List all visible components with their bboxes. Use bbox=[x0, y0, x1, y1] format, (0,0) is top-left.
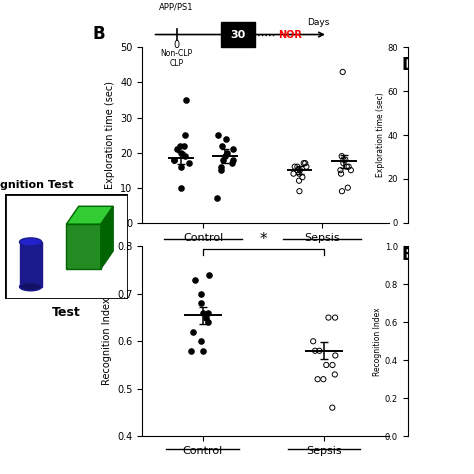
FancyBboxPatch shape bbox=[221, 22, 255, 47]
Point bbox=[310, 337, 317, 345]
Point bbox=[338, 187, 346, 195]
Point bbox=[331, 371, 338, 378]
Point bbox=[295, 170, 303, 177]
Polygon shape bbox=[101, 206, 113, 269]
Point bbox=[176, 142, 183, 149]
Y-axis label: Exploration time (sec): Exploration time (sec) bbox=[375, 93, 384, 177]
Point bbox=[331, 314, 339, 321]
Point bbox=[200, 309, 207, 317]
Text: C: C bbox=[93, 228, 105, 246]
Text: B: B bbox=[93, 25, 106, 43]
Point bbox=[200, 347, 207, 355]
Point bbox=[229, 146, 237, 153]
Point bbox=[187, 347, 194, 355]
Point bbox=[296, 187, 303, 195]
Point bbox=[316, 347, 323, 355]
Point bbox=[214, 194, 221, 202]
Point bbox=[328, 404, 336, 411]
Text: E: E bbox=[402, 246, 413, 264]
Point bbox=[337, 170, 345, 177]
Point bbox=[218, 142, 226, 149]
Text: 30: 30 bbox=[231, 29, 246, 39]
Text: *: * bbox=[260, 232, 267, 247]
Point bbox=[223, 149, 231, 156]
Point bbox=[173, 146, 181, 153]
Point bbox=[328, 361, 336, 369]
Point bbox=[228, 159, 236, 167]
Point bbox=[299, 173, 306, 181]
Ellipse shape bbox=[19, 238, 42, 246]
Text: gnition Test: gnition Test bbox=[0, 180, 73, 190]
Point bbox=[302, 163, 310, 171]
Text: Days: Days bbox=[308, 18, 330, 27]
Point bbox=[314, 375, 321, 383]
Point bbox=[189, 328, 197, 336]
Point bbox=[347, 166, 355, 174]
Point bbox=[293, 163, 301, 171]
Y-axis label: Recognition Index: Recognition Index bbox=[101, 298, 111, 385]
Point bbox=[300, 159, 308, 167]
Polygon shape bbox=[19, 242, 42, 287]
Point bbox=[202, 314, 210, 321]
Text: D: D bbox=[402, 56, 416, 74]
Point bbox=[204, 319, 212, 326]
Point bbox=[325, 314, 332, 321]
Point bbox=[219, 156, 227, 164]
Point bbox=[345, 163, 352, 171]
Point bbox=[177, 184, 184, 191]
Text: APP/PS1: APP/PS1 bbox=[159, 2, 194, 11]
Point bbox=[343, 163, 351, 171]
Point bbox=[290, 170, 297, 177]
Point bbox=[197, 337, 205, 345]
Point bbox=[291, 163, 299, 171]
Point bbox=[295, 177, 303, 184]
Point bbox=[339, 159, 347, 167]
Point bbox=[340, 156, 347, 164]
Point bbox=[197, 300, 205, 307]
Point bbox=[337, 166, 344, 174]
Point bbox=[182, 96, 190, 104]
Point bbox=[322, 361, 330, 369]
Point bbox=[204, 309, 211, 317]
Point bbox=[222, 135, 230, 142]
Point bbox=[185, 159, 192, 167]
Point bbox=[217, 163, 225, 171]
Point bbox=[182, 131, 189, 139]
Point bbox=[342, 156, 349, 164]
Point bbox=[311, 347, 319, 355]
Y-axis label: Recognition Index: Recognition Index bbox=[373, 307, 382, 375]
Point bbox=[217, 166, 224, 174]
Point bbox=[301, 159, 309, 167]
Text: 0: 0 bbox=[173, 40, 180, 50]
Polygon shape bbox=[66, 206, 113, 224]
Point bbox=[344, 184, 352, 191]
Text: NOR: NOR bbox=[278, 29, 302, 39]
Point bbox=[177, 149, 184, 156]
Point bbox=[180, 142, 188, 149]
Y-axis label: Exploration time (sec): Exploration time (sec) bbox=[105, 81, 115, 189]
Point bbox=[331, 352, 339, 359]
Point bbox=[191, 276, 199, 283]
Point bbox=[339, 68, 346, 76]
Point bbox=[229, 156, 237, 164]
Point bbox=[170, 156, 177, 164]
Point bbox=[197, 290, 205, 298]
Point bbox=[181, 152, 188, 160]
Point bbox=[170, 156, 178, 164]
Point bbox=[296, 166, 304, 174]
Text: Non-CLP: Non-CLP bbox=[161, 49, 192, 58]
Point bbox=[214, 131, 222, 139]
Point bbox=[178, 163, 185, 171]
Point bbox=[319, 375, 327, 383]
Text: Test: Test bbox=[52, 306, 81, 319]
Point bbox=[294, 166, 301, 174]
Point bbox=[338, 152, 346, 160]
Text: CLP: CLP bbox=[170, 59, 183, 68]
Ellipse shape bbox=[19, 283, 42, 291]
Point bbox=[205, 271, 212, 279]
Polygon shape bbox=[66, 224, 101, 269]
Point bbox=[221, 152, 228, 160]
